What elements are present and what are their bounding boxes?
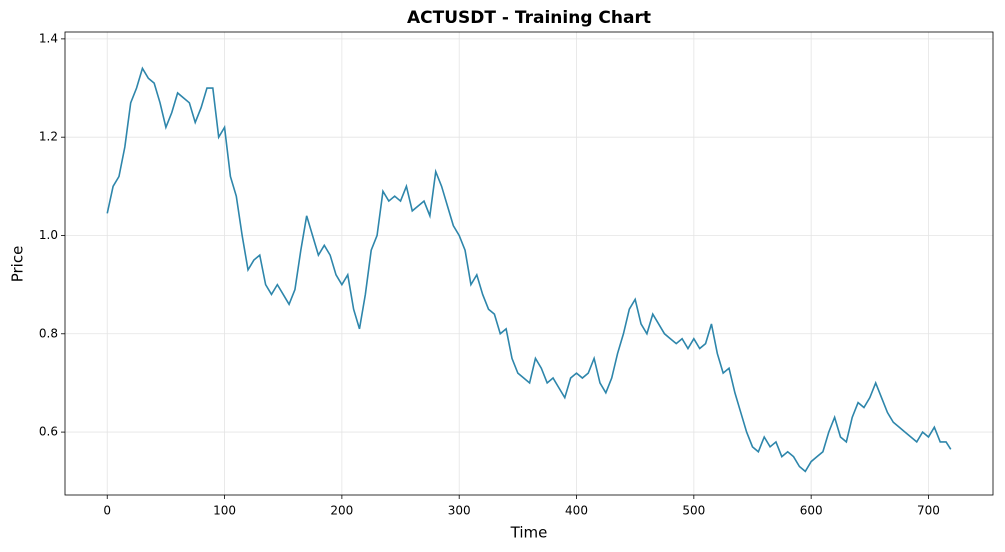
- y-tick-label: 1.0: [39, 228, 58, 242]
- x-tick-label: 400: [565, 504, 588, 518]
- x-tick-label: 600: [800, 504, 823, 518]
- y-tick-label: 0.6: [39, 425, 58, 439]
- chart-title: ACTUSDT - Training Chart: [407, 8, 651, 28]
- y-axis-label: Price: [9, 246, 27, 283]
- x-tick-label: 100: [213, 504, 236, 518]
- plot-frame: [64, 31, 994, 496]
- x-tick-label: 500: [682, 504, 705, 518]
- x-tick-label: 200: [330, 504, 353, 518]
- y-tick-label: 1.4: [39, 31, 58, 45]
- x-tick-label: 0: [103, 504, 111, 518]
- x-tick-label: 700: [917, 504, 940, 518]
- y-tick-label: 0.8: [39, 326, 58, 340]
- x-axis-label: Time: [510, 524, 548, 542]
- y-tick-label: 1.2: [39, 130, 58, 144]
- x-tick-label: 300: [448, 504, 471, 518]
- price-line: [106, 66, 952, 473]
